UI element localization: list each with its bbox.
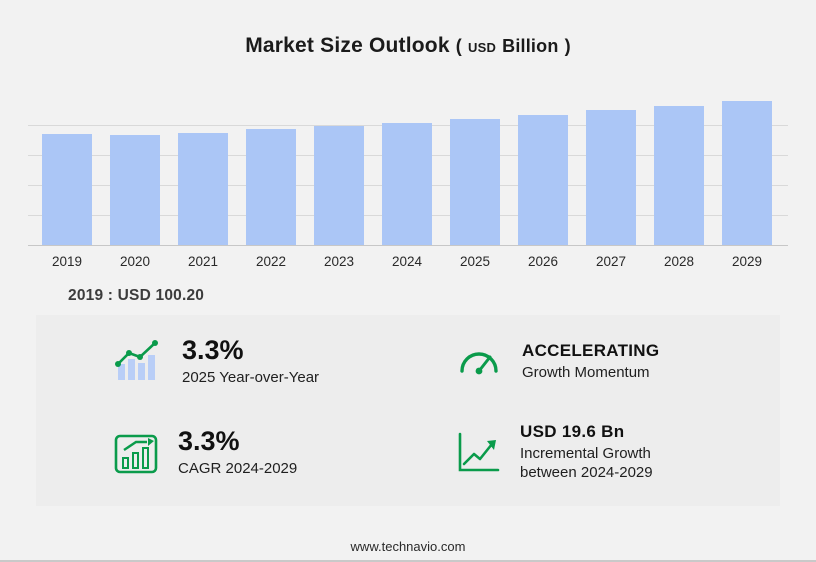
- x-axis-labels: 2019 2020 2021 2022 2023 2024 2025 2026 2027 2028…: [28, 254, 788, 269]
- bar-2026: [518, 114, 568, 245]
- x-axis-label-2021: 2021: [187, 254, 219, 269]
- growth-momentum-value: ACCELERATING: [522, 340, 660, 360]
- x-axis-label-2025: 2025: [459, 254, 491, 269]
- x-axis-label-2023: 2023: [323, 254, 355, 269]
- base-year-annotation: 2019 : USD 100.20: [68, 287, 816, 305]
- title-unit-currency: USD: [468, 40, 497, 55]
- base-year-value: 100.20: [155, 287, 205, 304]
- bar-2021: [178, 133, 228, 245]
- title-unit-scale: Billion: [502, 36, 559, 56]
- yoy-growth-label: 2025 Year-over-Year: [182, 369, 320, 386]
- cagr-chart-icon: [114, 430, 158, 474]
- bar-2027: [586, 110, 636, 245]
- market-size-chart: 2019 2020 2021 2022 2023 2024 2025 2026 2027 2028…: [28, 96, 788, 269]
- bar-2019: [42, 133, 92, 245]
- cagr-value: 3.3%: [178, 425, 240, 456]
- stat-incremental-growth: USD 19.6 Bn Incremental Growth between 2…: [408, 422, 780, 483]
- stat-cagr: 3.3% CAGR 2024-2029: [36, 422, 408, 483]
- x-axis-label-2028: 2028: [663, 254, 695, 269]
- yoy-bar-line-icon: [114, 338, 162, 384]
- x-axis-label-2024: 2024: [391, 254, 423, 269]
- incremental-growth-label: Incremental Growth between 2024-2029: [520, 444, 653, 481]
- x-axis-label-2029: 2029: [731, 254, 763, 269]
- incremental-growth-icon: [456, 430, 500, 474]
- growth-momentum-label: Growth Momentum: [522, 363, 650, 381]
- title-paren-open: (: [455, 36, 462, 56]
- stat-yoy-growth: 3.3% 2025 Year-over-Year: [36, 335, 408, 388]
- bar-2025: [450, 118, 500, 245]
- title-main: Market Size Outlook: [245, 34, 450, 57]
- x-axis-label-2020: 2020: [119, 254, 151, 269]
- cagr-label: CAGR 2024-2029: [178, 459, 298, 477]
- bar-2022: [246, 129, 296, 245]
- bar-2024: [382, 122, 432, 245]
- stat-growth-momentum: ACCELERATING Growth Momentum: [408, 335, 780, 388]
- page-title: Market Size Outlook ( USD Billion ): [0, 34, 816, 58]
- title-paren-close: ): [564, 36, 571, 56]
- chart-plot-area: [28, 96, 788, 246]
- x-axis-label-2019: 2019: [51, 254, 83, 269]
- base-year-label: 2019 : USD: [68, 287, 151, 304]
- incremental-growth-value: USD 19.6 Bn: [520, 421, 625, 441]
- x-axis-label-2026: 2026: [527, 254, 559, 269]
- x-axis-label-2027: 2027: [595, 254, 627, 269]
- bar-2023: [314, 125, 364, 245]
- bar-2028: [654, 105, 704, 245]
- x-axis-label-2022: 2022: [255, 254, 287, 269]
- speedometer-icon: [456, 341, 502, 381]
- stats-panel: 3.3% 2025 Year-over-Year ACCELERATING Gr…: [36, 315, 780, 507]
- bar-2029: [722, 101, 772, 245]
- yoy-growth-value: 3.3%: [182, 335, 244, 365]
- bar-2020: [110, 135, 160, 245]
- footer-url: www.technavio.com: [350, 539, 466, 554]
